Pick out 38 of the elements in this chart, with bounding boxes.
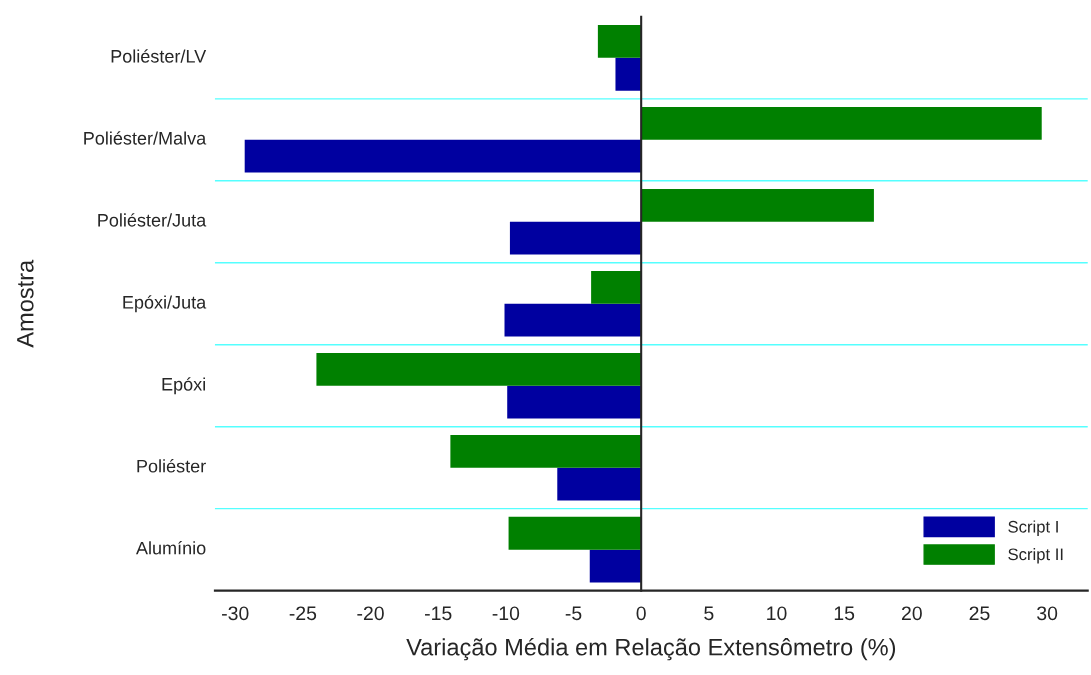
x-tick-label: 5 [704, 606, 714, 621]
x-tick-label: 15 [834, 606, 855, 621]
y-axis-title: Amostra [17, 259, 34, 348]
bar [509, 221, 642, 255]
legend-label: Script II [1008, 547, 1063, 564]
x-tick-label: 25 [969, 606, 990, 621]
bar [508, 516, 642, 550]
x-tick-label: -20 [357, 606, 384, 621]
bar [450, 434, 642, 468]
x-tick-label: 10 [767, 606, 787, 621]
x-tick-label: 20 [901, 606, 922, 621]
y-tick-label: Poliéster/LV [111, 49, 207, 63]
x-axis-title: Variação Média em Relação Extensômetro (%) [406, 637, 896, 661]
x-tick-label: 0 [636, 606, 646, 621]
x-tick-label: -25 [289, 606, 317, 621]
y-tick-label: Poliéster/Juta [98, 213, 207, 227]
bar [589, 549, 642, 583]
y-tick-label: Epóxi [162, 377, 205, 395]
x-tick-label: -30 [222, 606, 249, 621]
bar [597, 25, 642, 58]
x-tick-label: 30 [1037, 606, 1058, 621]
bar [557, 467, 642, 501]
bar [504, 303, 642, 337]
y-tick-label: Alumínio [135, 541, 206, 555]
bar [641, 189, 874, 222]
bar [316, 352, 642, 386]
bar [615, 57, 642, 91]
legend-label: Script I [1008, 520, 1058, 536]
bar [244, 139, 642, 173]
bar [641, 107, 1042, 140]
x-tick-label: -15 [425, 606, 452, 621]
bar [507, 385, 642, 419]
bar [591, 270, 642, 304]
y-tick-label: Poliéster/Malva [84, 131, 207, 145]
y-tick-label: Poliéster [137, 459, 206, 473]
x-tick-label: -5 [565, 606, 582, 621]
y-tick-label: Epóxi/Juta [123, 295, 207, 313]
x-tick-label: -10 [492, 606, 520, 621]
